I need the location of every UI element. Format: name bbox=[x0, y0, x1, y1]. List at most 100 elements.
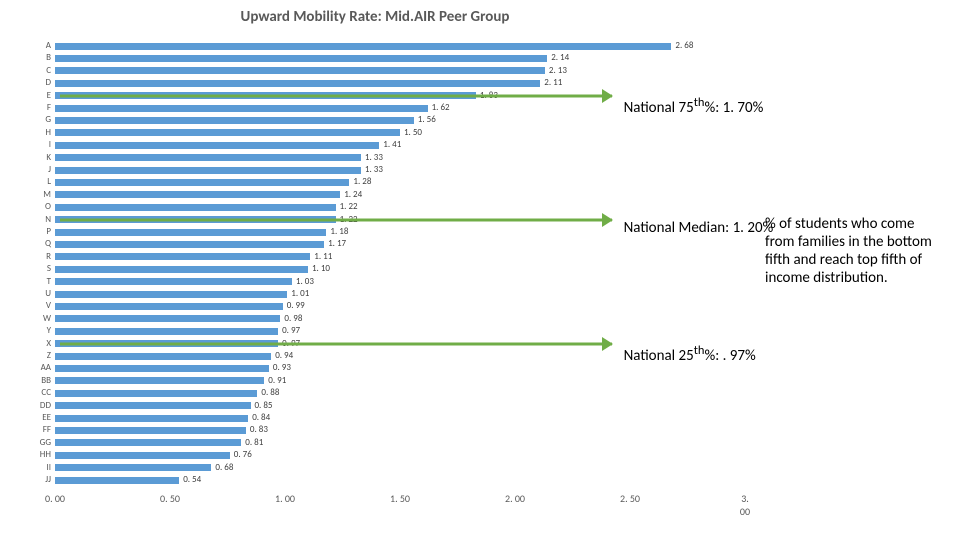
bar-value-label: 1. 56 bbox=[418, 114, 436, 126]
bar bbox=[55, 390, 257, 397]
category-label: S bbox=[47, 263, 55, 275]
bar-value-label: 1. 22 bbox=[340, 201, 358, 213]
category-label: AA bbox=[41, 362, 55, 374]
category-label: BB bbox=[41, 375, 55, 387]
category-label: Y bbox=[47, 325, 55, 337]
category-label: F bbox=[47, 102, 55, 114]
bar-value-label: 0. 85 bbox=[255, 400, 273, 412]
bar bbox=[55, 402, 251, 409]
bar-row: HH0. 76 bbox=[55, 449, 745, 461]
bar bbox=[55, 291, 287, 298]
bar bbox=[55, 464, 211, 471]
x-axis-tick-label: 0. 50 bbox=[160, 492, 180, 505]
bar bbox=[55, 477, 179, 484]
bar-row: EE0. 84 bbox=[55, 412, 745, 424]
bar-value-label: 1. 24 bbox=[344, 189, 362, 201]
bar-value-label: 0. 68 bbox=[215, 462, 233, 474]
bar-value-label: 2. 13 bbox=[549, 65, 567, 77]
bar-value-label: 0. 84 bbox=[252, 412, 270, 424]
bar-row: T1. 03 bbox=[55, 276, 745, 288]
bar-value-label: 0. 94 bbox=[275, 350, 293, 362]
category-label: R bbox=[46, 251, 55, 263]
bar-value-label: 1. 33 bbox=[365, 152, 383, 164]
bar bbox=[55, 67, 545, 74]
bar-row: S1. 10 bbox=[55, 263, 745, 275]
bar-value-label: 1. 17 bbox=[328, 238, 346, 250]
bar bbox=[55, 415, 248, 422]
bar bbox=[55, 105, 428, 112]
category-label: II bbox=[46, 462, 55, 474]
category-label: J bbox=[48, 164, 55, 176]
bar-row: O1. 22 bbox=[55, 201, 745, 213]
chart-title: Upward Mobility Rate: Mid.AIR Peer Group bbox=[0, 8, 750, 26]
bar bbox=[55, 80, 540, 87]
category-label: GG bbox=[40, 437, 55, 449]
bar bbox=[55, 377, 264, 384]
category-label: M bbox=[43, 189, 55, 201]
bar-row: B2. 14 bbox=[55, 52, 745, 64]
bar-row: JJ0. 54 bbox=[55, 474, 745, 486]
bar-value-label: 0. 98 bbox=[284, 313, 302, 325]
bar-value-label: 1. 50 bbox=[404, 127, 422, 139]
bar-row: BB0. 91 bbox=[55, 375, 745, 387]
bar bbox=[55, 117, 414, 124]
category-label: U bbox=[45, 288, 55, 300]
bar bbox=[55, 266, 308, 273]
category-label: CC bbox=[41, 387, 55, 399]
bar-value-label: 1. 03 bbox=[296, 276, 314, 288]
category-label: Z bbox=[47, 350, 55, 362]
bar-row: II0. 68 bbox=[55, 462, 745, 474]
bar-value-label: 0. 83 bbox=[250, 424, 268, 436]
bar bbox=[55, 229, 326, 236]
bar-row: FF0. 83 bbox=[55, 424, 745, 436]
bar-value-label: 2. 11 bbox=[544, 77, 562, 89]
category-label: V bbox=[46, 300, 55, 312]
bar bbox=[55, 167, 361, 174]
bar-value-label: 0. 54 bbox=[183, 474, 201, 486]
bar bbox=[55, 154, 361, 161]
bar-value-label: 0. 99 bbox=[287, 300, 305, 312]
bar-row: I1. 41 bbox=[55, 139, 745, 151]
bar-value-label: 1. 41 bbox=[383, 139, 401, 151]
category-label: P bbox=[46, 226, 55, 238]
bar-row: W0. 98 bbox=[55, 313, 745, 325]
category-label: G bbox=[45, 114, 55, 126]
category-label: E bbox=[47, 90, 55, 102]
bar bbox=[55, 191, 340, 198]
bar-value-label: 0. 81 bbox=[245, 437, 263, 449]
bar-value-label: 0. 93 bbox=[273, 362, 291, 374]
category-label: W bbox=[43, 313, 55, 325]
bar bbox=[55, 55, 547, 62]
explanatory-text: % of students who come from families in … bbox=[765, 215, 940, 287]
bar-row: CC0. 88 bbox=[55, 387, 745, 399]
category-label: HH bbox=[40, 449, 55, 461]
bar-row: H1. 50 bbox=[55, 127, 745, 139]
bar-value-label: 1. 28 bbox=[353, 176, 371, 188]
category-label: C bbox=[46, 65, 55, 77]
bar bbox=[55, 303, 283, 310]
bar-value-label: 1. 01 bbox=[291, 288, 309, 300]
bar-row: J1. 33 bbox=[55, 164, 745, 176]
category-label: Q bbox=[45, 238, 55, 250]
reference-label: National 75th%: 1. 70% bbox=[624, 95, 764, 117]
bar-row: R1. 11 bbox=[55, 251, 745, 263]
category-label: D bbox=[45, 77, 55, 89]
reference-label: National Median: 1. 20% bbox=[624, 219, 774, 237]
category-label: DD bbox=[40, 400, 55, 412]
category-label: H bbox=[45, 127, 55, 139]
bar bbox=[55, 452, 230, 459]
bar bbox=[55, 278, 292, 285]
category-label: T bbox=[47, 276, 55, 288]
bar bbox=[55, 427, 246, 434]
bar bbox=[55, 365, 269, 372]
x-axis-tick-label: 3. 00 bbox=[740, 492, 750, 518]
bar bbox=[55, 439, 241, 446]
bar-row: V0. 99 bbox=[55, 300, 745, 312]
category-label: K bbox=[46, 152, 55, 164]
bar bbox=[55, 204, 336, 211]
bar-value-label: 1. 18 bbox=[330, 226, 348, 238]
bar-value-label: 0. 76 bbox=[234, 449, 252, 461]
x-axis-tick-label: 2. 00 bbox=[505, 492, 525, 505]
bar-value-label: 1. 62 bbox=[432, 102, 450, 114]
category-label: A bbox=[46, 40, 55, 52]
